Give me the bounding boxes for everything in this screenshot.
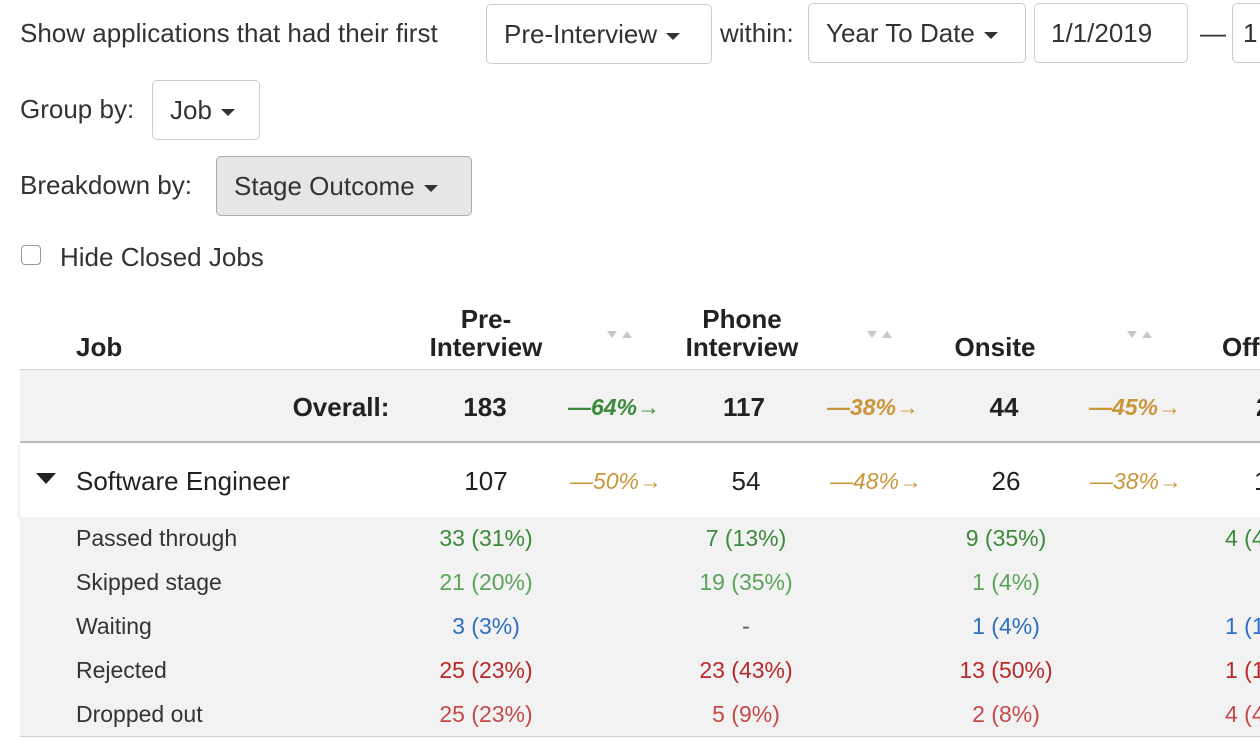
breakdown-rows bbox=[20, 517, 1260, 737]
stage-select-value: Pre-Interview bbox=[504, 18, 658, 49]
overall-conversion-1: —64%→ bbox=[567, 394, 661, 420]
column-header-offer[interactable]: Off bbox=[1222, 332, 1260, 362]
sort-icon[interactable] bbox=[606, 330, 638, 342]
column-header-pre-interview-line2: Interview bbox=[429, 332, 543, 362]
overall-phone-count: 117 bbox=[723, 392, 765, 422]
chevron-down-icon bbox=[983, 31, 998, 39]
breakdown-dropped-offer: 4 (4 bbox=[1225, 701, 1260, 727]
overall-conversion-3: —45%→ bbox=[1088, 394, 1182, 420]
breakdown-dropped-pre: 25 (23%) bbox=[439, 701, 533, 727]
date-range-select-value: Year To Date bbox=[826, 17, 975, 48]
breakdown-dropped-phone: 5 (9%) bbox=[712, 701, 780, 727]
date-range-dash: — bbox=[1200, 18, 1226, 48]
overall-conversion-2: —38%→ bbox=[826, 394, 920, 420]
end-date-value: 1 bbox=[1243, 17, 1258, 48]
job-offer-count: 1 bbox=[1254, 466, 1260, 497]
breakdown-rejected-onsite: 13 (50%) bbox=[959, 657, 1053, 683]
breakdown-rejected-pre: 25 (23%) bbox=[439, 657, 533, 683]
breakdown-by-label: Breakdown by: bbox=[20, 170, 192, 200]
column-header-pre-interview-line1: Pre- bbox=[460, 304, 512, 334]
breakdown-label-waiting: Waiting bbox=[76, 613, 152, 639]
stage-select[interactable]: Pre-Interview bbox=[486, 4, 712, 64]
breakdown-waiting-offer: 1 (1 bbox=[1225, 613, 1260, 639]
job-onsite-count: 26 bbox=[991, 466, 1021, 496]
group-by-label: Group by: bbox=[20, 94, 135, 124]
chevron-down-icon bbox=[423, 184, 438, 192]
within-label: within: bbox=[720, 18, 794, 48]
sort-icon[interactable] bbox=[1126, 330, 1158, 342]
sort-icon[interactable] bbox=[866, 330, 898, 342]
chevron-down-icon bbox=[220, 108, 235, 116]
breakdown-label-dropped: Dropped out bbox=[76, 701, 203, 727]
column-header-phone-interview[interactable]: Phone Interview bbox=[660, 305, 824, 361]
job-conversion-1: —50%→ bbox=[569, 468, 663, 494]
column-header-onsite[interactable]: Onsite bbox=[954, 332, 1036, 362]
column-header-phone-line2: Interview bbox=[685, 332, 799, 362]
breakdown-rejected-offer: 1 (1 bbox=[1225, 657, 1260, 683]
column-header-job[interactable]: Job bbox=[76, 332, 123, 362]
group-by-select[interactable]: Job bbox=[152, 80, 260, 140]
breakdown-label-rejected: Rejected bbox=[76, 657, 167, 683]
overall-offer-count: 2 bbox=[1256, 392, 1260, 423]
breakdown-waiting-phone: - bbox=[742, 613, 750, 639]
hide-closed-jobs-label: Hide Closed Jobs bbox=[60, 242, 264, 272]
breakdown-passed-pre: 33 (31%) bbox=[439, 525, 533, 551]
breakdown-skipped-pre: 21 (20%) bbox=[439, 569, 533, 595]
breakdown-passed-onsite: 9 (35%) bbox=[965, 525, 1047, 551]
overall-onsite-count: 44 bbox=[989, 392, 1019, 422]
overall-pre-interview-count: 183 bbox=[463, 392, 507, 422]
breakdown-by-select-value: Stage Outcome bbox=[234, 170, 415, 201]
breakdown-waiting-onsite: 1 (4%) bbox=[972, 613, 1040, 639]
start-date-input[interactable]: 1/1/2019 bbox=[1034, 3, 1188, 63]
breakdown-skipped-phone: 19 (35%) bbox=[699, 569, 793, 595]
breakdown-rejected-phone: 23 (43%) bbox=[699, 657, 793, 683]
chevron-down-icon bbox=[666, 32, 681, 40]
breakdown-skipped-onsite: 1 (4%) bbox=[972, 569, 1040, 595]
hide-closed-jobs-checkbox[interactable] bbox=[21, 245, 41, 265]
show-applications-label: Show applications that had their first bbox=[20, 18, 438, 48]
collapse-triangle-icon[interactable] bbox=[36, 473, 56, 484]
date-range-select[interactable]: Year To Date bbox=[808, 3, 1026, 63]
job-row[interactable] bbox=[20, 443, 1260, 517]
column-header-phone-line1: Phone bbox=[702, 304, 782, 334]
breakdown-waiting-pre: 3 (3%) bbox=[452, 613, 520, 639]
breakdown-dropped-onsite: 2 (8%) bbox=[972, 701, 1040, 727]
overall-row bbox=[20, 369, 1260, 443]
start-date-value: 1/1/2019 bbox=[1051, 17, 1153, 48]
job-pre-interview-count: 107 bbox=[464, 466, 508, 496]
job-conversion-2: —48%→ bbox=[829, 468, 923, 494]
job-conversion-3: —38%→ bbox=[1089, 468, 1183, 494]
group-by-select-value: Job bbox=[170, 94, 212, 125]
overall-label: Overall: bbox=[292, 392, 390, 422]
column-header-pre-interview[interactable]: Pre- Interview bbox=[400, 305, 572, 361]
job-name: Software Engineer bbox=[76, 466, 290, 496]
breakdown-passed-offer: 4 (4 bbox=[1225, 525, 1260, 551]
end-date-input[interactable]: 1 bbox=[1232, 3, 1260, 63]
breakdown-passed-phone: 7 (13%) bbox=[705, 525, 787, 551]
breakdown-label-passed: Passed through bbox=[76, 525, 238, 551]
job-phone-count: 54 bbox=[731, 466, 761, 496]
breakdown-by-select[interactable]: Stage Outcome bbox=[216, 156, 472, 216]
breakdown-label-skipped: Skipped stage bbox=[76, 569, 222, 595]
